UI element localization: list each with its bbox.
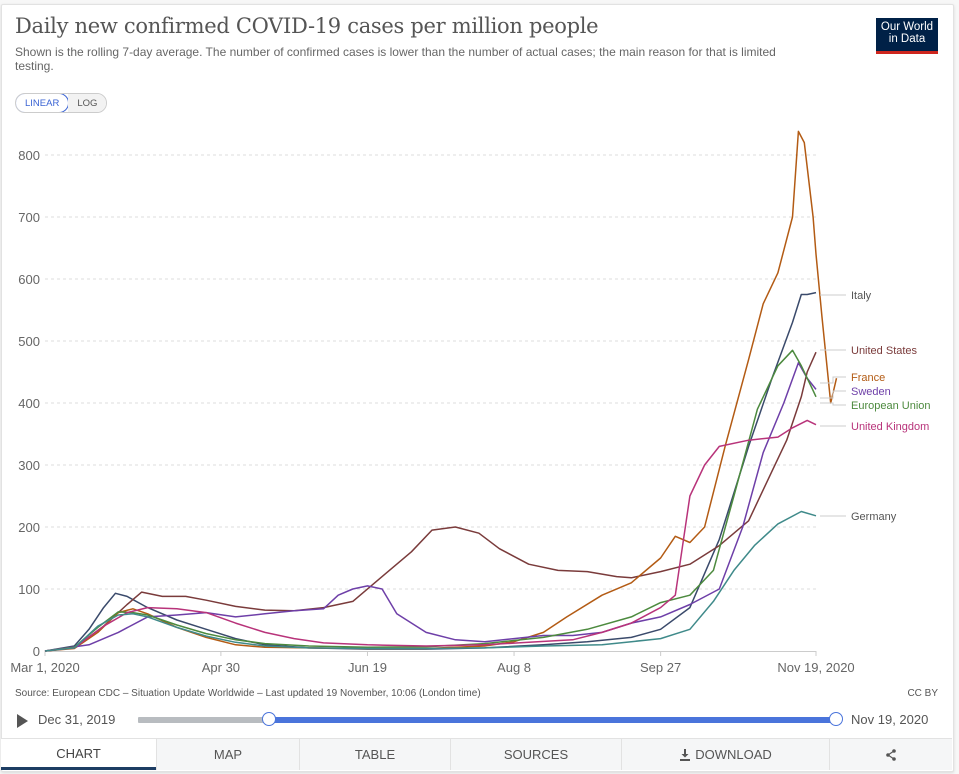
timeline-end-label: Nov 19, 2020 [851, 712, 929, 727]
series-line-united-kingdom [44, 419, 817, 652]
x-tick-label: Jun 19 [348, 660, 387, 675]
legend-label-european-union: European Union [851, 400, 931, 412]
x-tick-label: Mar 1, 2020 [10, 660, 79, 675]
y-tick-label: 700 [18, 210, 40, 225]
legend-connector [820, 376, 846, 384]
logo-line-1: Our World [880, 21, 934, 33]
download-icon [680, 748, 691, 761]
view-tabs: CHART MAP TABLE SOURCES DOWNLOAD [1, 738, 952, 771]
timeline-start-handle[interactable] [262, 712, 277, 726]
timeline: Dec 31, 2019 Nov 19, 2020 [15, 710, 940, 732]
y-tick-label: 400 [18, 396, 40, 411]
source-note[interactable]: Source: European CDC – Situation Update … [15, 688, 481, 699]
timeline-end-handle[interactable] [829, 712, 843, 726]
line-chart: 0 100 200 300 400 500 600 700 800 Mar 1, 2020 Apr… [10, 130, 931, 675]
tab-chart[interactable]: CHART [1, 739, 156, 770]
play-icon[interactable] [17, 714, 28, 728]
legend-connector [820, 402, 846, 406]
series-line-france [44, 130, 838, 652]
tab-sources-label: SOURCES [503, 747, 569, 762]
series-line-united-states [44, 351, 817, 652]
tab-table-label: TABLE [354, 747, 396, 762]
tab-table[interactable]: TABLE [299, 739, 450, 770]
chart-title: Daily new confirmed COVID-19 cases per m… [15, 14, 599, 38]
y-tick-label: 0 [33, 644, 40, 659]
series-line-italy [44, 291, 817, 652]
x-tick-label: Sep 27 [640, 660, 681, 675]
y-tick-label: 500 [18, 334, 40, 349]
chart-subtitle: Shown is the rolling 7-day average. The … [15, 45, 776, 73]
linear-scale-button[interactable]: LINEAR [16, 94, 70, 112]
y-tick-label: 100 [18, 582, 40, 597]
owid-logo[interactable]: Our World in Data [876, 18, 938, 54]
series-line-european-union [44, 349, 817, 652]
series-line-germany [44, 510, 817, 652]
tab-share[interactable] [829, 739, 952, 770]
y-tick-label: 600 [18, 272, 40, 287]
timeline-track[interactable] [138, 712, 843, 726]
legend-label-united-kingdom: United Kingdom [851, 421, 929, 433]
timeline-start-label: Dec 31, 2019 [38, 712, 116, 727]
legend-label-france: France [851, 372, 885, 384]
x-tick-label: Nov 19, 2020 [777, 660, 854, 675]
license-link[interactable]: CC BY [907, 688, 938, 699]
log-scale-button[interactable]: LOG [68, 94, 107, 112]
tab-download[interactable]: DOWNLOAD [621, 739, 829, 770]
tab-map-label: MAP [213, 747, 243, 762]
tab-sources[interactable]: SOURCES [450, 739, 621, 770]
legend-label-germany: Germany [851, 511, 897, 523]
y-tick-label: 800 [18, 148, 40, 163]
logo-line-2: in Data [888, 33, 926, 45]
legend-label-united-states: United States [851, 345, 918, 357]
series-line-sweden [44, 361, 817, 652]
tab-download-label: DOWNLOAD [695, 747, 772, 762]
timeline-selected-range [269, 717, 836, 723]
x-tick-label: Aug 8 [497, 660, 531, 675]
legend-label-sweden: Sweden [851, 386, 891, 398]
tab-map[interactable]: MAP [156, 739, 299, 770]
legend-label-italy: Italy [851, 290, 872, 302]
legend-connector [820, 390, 846, 399]
y-tick-label: 200 [18, 520, 40, 535]
scale-toggle: LINEAR LOG [15, 93, 108, 113]
y-tick-label: 300 [18, 458, 40, 473]
x-tick-label: Apr 30 [202, 660, 240, 675]
share-icon [886, 748, 896, 761]
tab-chart-label: CHART [56, 745, 101, 761]
